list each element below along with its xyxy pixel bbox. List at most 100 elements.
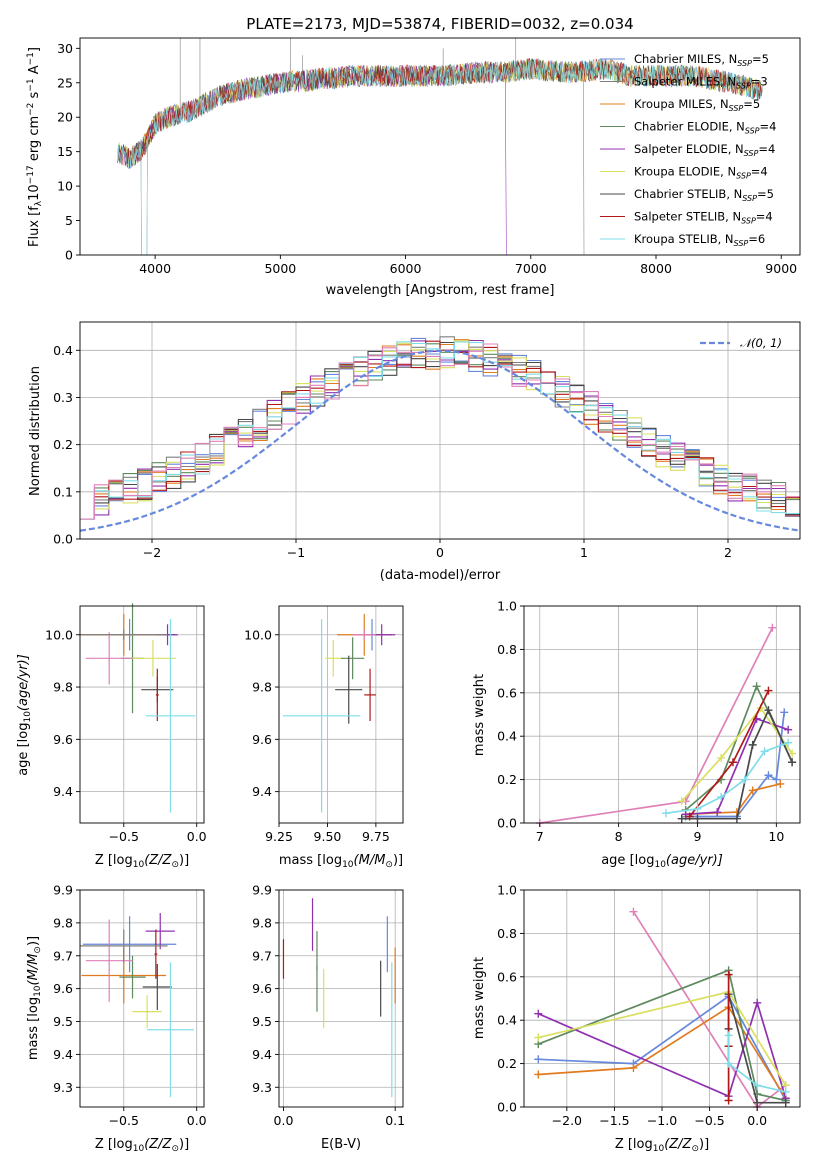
spectrum-x-tick-label: 5000 [264,261,296,276]
weight-vs-metallicity-marker [753,1098,762,1107]
weight-vs-metallicity-marker [753,1081,762,1090]
weight-vs-age-marker [768,623,777,632]
weight-vs-metallicity-marker [753,998,762,1007]
weight-vs-age-marker [748,740,757,749]
mass-vs-metallicity-y-tick-label: 9.6 [53,981,73,996]
weight-vs-age-marker [784,725,793,734]
legend-label: Kroupa MILES, NSSP=5 [634,97,760,113]
weight-vs-metallicity-y-tick-label: 0.8 [497,926,517,941]
age-vs-mass-y-tick-label: 10.0 [244,627,272,642]
mass-vs-metallicity-x-tick-label: −0.5 [109,1113,139,1128]
legend-label: Chabrier ELODIE, NSSP=4 [634,120,776,136]
weight-vs-metallicity-y-tick-label: 1.0 [497,883,517,898]
spectrum-y-tick-label: 10 [57,179,73,194]
weight-vs-metallicity-series-8 [727,1035,786,1093]
weight-vs-age-marker [788,749,797,758]
age-vs-mass-x-tick-label: 9.25 [265,829,293,844]
weight-vs-metallicity-marker [534,1009,543,1018]
age-vs-metallicity-x-tick-label: −0.5 [109,829,139,844]
weight-vs-age-marker [693,804,702,813]
mass-vs-extinction-y-tick-label: 9.8 [252,915,272,930]
gaussian-legend-label: 𝒩(0, 1) [740,336,782,350]
residual-ticks: −2 −1 0 1 2 0.0 0.1 0.2 0.3 0.4 [53,343,732,560]
mass-vs-extinction-y-tick-label: 9.3 [252,1080,272,1095]
mass-vs-extinction-x-tick-label: 0.0 [274,1113,294,1128]
spectrum-line-1 [117,58,585,256]
weight-vs-age-marker [713,808,722,817]
figure-title: PLATE=2173, MJD=53874, FIBERID=0032, z=0… [246,15,633,33]
weight-vs-metallicity-marker [534,1070,543,1079]
weight-vs-metallicity-series-2 [538,1006,787,1099]
residual-x-tick-label: 1 [580,545,588,560]
spectrum-x-tick-label: 6000 [390,261,422,276]
weight-vs-age-frame [523,605,801,824]
mass-vs-extinction-panel: 0.0 0.1 9.3 9.4 9.5 9.6 9.7 9.8 9.9 [252,883,405,1129]
residual-x-tick-label: −2 [143,545,161,560]
residual-x-tick-label: −1 [287,545,305,560]
legend-label: Kroupa STELIB, NSSP=6 [634,232,765,248]
spectrum-legend: Chabrier MILES, NSSP=5 Salpeter MILES, NS… [600,52,776,248]
weight-vs-metallicity-y-tick-label: 0.0 [497,1100,517,1115]
mass-vs-metallicity-x-label: Z [log10(Z/Z⊙)] [95,1137,189,1154]
weight-vs-metallicity-marker [629,907,638,916]
weight-vs-age-x-tick-label: 7 [536,829,544,844]
weight-vs-age-series-0 [539,627,774,824]
spectrum-y-tick-label: 15 [57,144,73,159]
mass-vs-metallicity-frame [79,889,205,1108]
residual-panel: −2 −1 0 1 2 0.0 0.1 0.2 0.3 0.4 𝒩(0, 1) (data-mod… [28,321,801,583]
spectrum-y-tick-label: 5 [65,213,73,228]
weight-vs-age-y-tick-label: 1.0 [497,599,517,614]
spectrum-x-tick-label: 8000 [640,261,672,276]
residual-legend: 𝒩(0, 1) [700,336,782,350]
weight-vs-age-marker [693,814,702,823]
weight-vs-metallicity-marker [724,1031,733,1040]
mass-vs-metallicity-y-tick-label: 9.3 [53,1080,73,1095]
spectrum-frame [79,37,801,256]
weight-vs-age-series-1 [685,712,786,818]
mass-vs-extinction-y-tick-label: 9.4 [252,1047,272,1062]
weight-vs-age-marker [748,786,757,795]
weight-vs-age-y-tick-label: 0.2 [497,772,517,787]
weight-vs-age-marker [661,809,670,818]
mass-vs-metallicity-x-tick-label: 0.0 [187,1113,207,1128]
residual-y-label: Normed distribution [28,366,43,496]
spectrum-x-tick-label: 4000 [139,261,171,276]
weight-vs-metallicity-marker [534,1055,543,1064]
weight-vs-metallicity-marker [724,1096,733,1105]
spectrum-y-tick-label: 20 [57,110,73,125]
legend-label: Chabrier MILES, NSSP=5 [634,52,769,68]
weight-vs-age-marker [732,814,741,823]
legend-label: Kroupa ELODIE, NSSP=4 [634,165,768,181]
weight-vs-age-panel: 7 8 9 10 0.0 0.2 0.4 0.6 0.8 1.0 [497,599,801,844]
age-vs-mass-x-label: mass [log10(M/M⊙)] [279,853,403,870]
spectrum-x-tick-label: 7000 [515,261,547,276]
weight-vs-age-marker [717,753,726,762]
weight-vs-age-x-label: age [log10(age/yr)] [601,853,723,870]
mass-vs-metallicity-y-tick-label: 9.7 [53,948,73,963]
mass-vs-metallicity-y-tick-label: 9.9 [53,883,73,898]
mass-vs-extinction-y-tick-label: 9.9 [252,883,272,898]
weight-vs-age-y-tick-label: 0.8 [497,642,517,657]
age-vs-mass-panel: 9.25 9.50 9.75 9.4 9.6 9.8 10.0 [244,605,404,844]
age-vs-metallicity-y-tick-label: 9.4 [53,784,73,799]
spectrum-y-tick-label: 30 [57,41,73,56]
mass-vs-extinction-y-tick-label: 9.7 [252,948,272,963]
weight-vs-age-marker [784,738,793,747]
weight-vs-age-marker [764,706,773,715]
weight-vs-metallicity-y-tick-label: 0.6 [497,969,517,984]
weight-vs-metallicity-x-label: Z [log10(Z/Z⊙)] [615,1137,709,1154]
age-vs-metallicity-frame [79,605,205,824]
legend-label: Salpeter STELIB, NSSP=4 [634,210,773,226]
spectrum-y-tick-label: 25 [57,75,73,90]
weight-vs-age-marker [764,686,773,695]
weight-vs-metallicity-marker [724,1059,733,1068]
age-vs-metallicity-y-tick-label: 9.6 [53,732,73,747]
residual-y-tick-label: 0.2 [53,437,73,452]
spectrum-line-4 [117,62,507,256]
weight-vs-metallicity-y-tick-label: 0.4 [497,1013,517,1028]
residual-y-tick-label: 0.3 [53,390,73,405]
legend-label: Salpeter ELODIE, NSSP=4 [634,142,775,158]
weight-vs-age-marker [764,771,773,780]
spectrum-y-label: Flux [fλ10−17 erg cm−2 s−1 A−1] [26,47,44,247]
weight-vs-metallicity-x-tick-label: −1.5 [599,1113,629,1128]
